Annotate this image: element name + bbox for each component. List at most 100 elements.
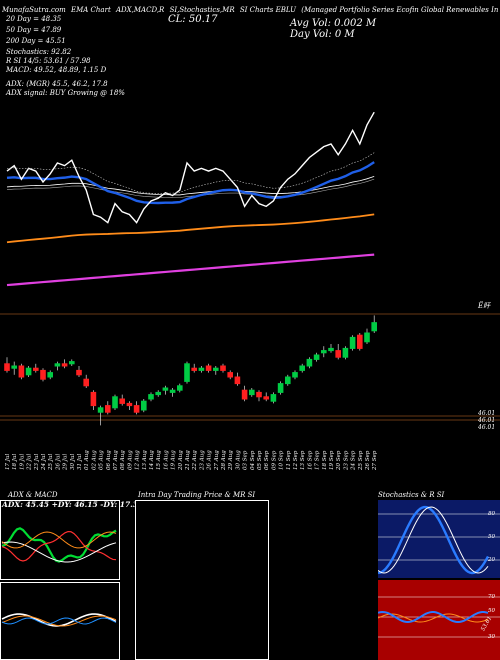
stoch-bg bbox=[378, 500, 500, 578]
avg-volume: Avg Vol: 0.002 M bbox=[290, 18, 377, 29]
right-price-top: Ё旰 bbox=[478, 302, 491, 310]
stoch-level-20: 20 bbox=[488, 557, 495, 563]
candle-body bbox=[83, 378, 90, 387]
candle-body bbox=[33, 367, 39, 371]
candle-body bbox=[371, 322, 377, 332]
rsi-level-30: 30 bbox=[488, 634, 495, 640]
candle-body bbox=[119, 398, 126, 404]
date-label: 11 Sep bbox=[286, 450, 292, 470]
candle-body bbox=[112, 396, 118, 409]
date-label: 27 Sep bbox=[372, 450, 378, 471]
intraday-box bbox=[135, 500, 269, 660]
date-label: 25 Jul bbox=[48, 454, 54, 471]
date-label: 12 Aug bbox=[135, 450, 141, 470]
date-label: 15 Aug bbox=[156, 450, 162, 470]
candle-body bbox=[205, 365, 212, 371]
rsi-level-70: 70 bbox=[488, 594, 495, 600]
adx-signal-label: ADX signal: BUY Growing @ 18% bbox=[6, 89, 125, 97]
candle-body bbox=[270, 394, 277, 402]
adx-box bbox=[0, 500, 120, 580]
date-label: 05 Sep bbox=[257, 450, 263, 470]
intraday-panel-title: Intra Day Trading Price & MR SI bbox=[138, 491, 256, 499]
date-label: 20 Aug bbox=[178, 450, 184, 471]
adx-macd-panel bbox=[0, 500, 120, 660]
date-label: 18 Jul bbox=[12, 454, 18, 470]
header-stoch: SI,Stochastics,MR bbox=[169, 6, 235, 14]
candle-body bbox=[148, 394, 154, 400]
candle-body bbox=[155, 391, 161, 396]
candle-body bbox=[292, 372, 298, 378]
candle-body bbox=[335, 350, 341, 358]
candle-body bbox=[299, 365, 305, 371]
date-label: 04 Sep bbox=[250, 450, 256, 470]
adx-label: ADX: (MGR) 45.5, 46.2, 17.8 bbox=[6, 80, 108, 88]
date-label: 23 Jul bbox=[34, 454, 40, 471]
candle-body bbox=[277, 383, 284, 393]
header-ema: EMA Chart bbox=[71, 6, 111, 14]
candle-body bbox=[256, 391, 262, 398]
candle-body bbox=[249, 389, 255, 396]
date-label: 29 Aug bbox=[228, 450, 234, 471]
date-label: 23 Aug bbox=[199, 450, 205, 471]
candle-body bbox=[234, 376, 241, 385]
candle-body bbox=[285, 376, 291, 385]
candle-body bbox=[177, 385, 183, 391]
date-label: 06 Sep bbox=[264, 450, 270, 470]
header-line: MunafaSutra.com EMA Chart ADX,MACD,R SI,… bbox=[2, 6, 498, 14]
candle-body bbox=[213, 367, 219, 371]
candle-body bbox=[47, 372, 54, 378]
candle-body bbox=[342, 347, 349, 358]
date-label: 24 Jul bbox=[41, 454, 47, 471]
date-label: 09 Sep bbox=[271, 450, 277, 470]
header-symbol: SI Charts EBLU bbox=[239, 6, 297, 14]
date-label: 13 Sep bbox=[300, 450, 306, 470]
date-label: 20 Sep bbox=[336, 450, 342, 471]
candle-body bbox=[357, 334, 363, 349]
candle-body bbox=[69, 361, 75, 365]
date-label: 08 Aug bbox=[120, 450, 126, 470]
header-site: MunafaSutra.com bbox=[2, 6, 66, 14]
rsi-line bbox=[378, 611, 489, 624]
candle-body bbox=[4, 363, 10, 371]
date-label: 25 Sep bbox=[358, 450, 364, 471]
ema20-line bbox=[6, 161, 375, 205]
date-label: 17 Sep bbox=[315, 450, 321, 470]
date-label: 02 Aug bbox=[91, 450, 97, 470]
candle-body bbox=[169, 389, 176, 393]
candle-body bbox=[11, 365, 17, 369]
candle-body bbox=[76, 369, 82, 376]
date-label: 29 Jul bbox=[63, 454, 69, 471]
intraday-panel bbox=[135, 500, 269, 660]
candle-body bbox=[54, 363, 61, 367]
date-label: 16 Sep bbox=[307, 450, 313, 470]
right-level-2: 46.01 bbox=[478, 417, 496, 424]
ema200-line bbox=[6, 213, 375, 244]
candle-body bbox=[162, 387, 169, 391]
candle-body bbox=[241, 389, 248, 400]
date-label: 12 Sep bbox=[293, 450, 299, 470]
adx-panel-title: ADX & MACD bbox=[8, 491, 58, 499]
candle-body bbox=[321, 350, 327, 354]
right-level-3: 46.01 bbox=[478, 424, 496, 431]
macd-signal-line bbox=[1, 615, 117, 627]
candle-body bbox=[97, 407, 104, 413]
candle-body bbox=[191, 367, 197, 371]
stochastics-label: Stochastics: 92.82 bbox=[6, 48, 72, 56]
date-label: 13 Aug bbox=[142, 450, 148, 470]
candle-body bbox=[306, 358, 313, 367]
date-label: 03 Sep bbox=[243, 450, 249, 470]
ema200-label: 200 Day = 45.51 bbox=[6, 37, 66, 45]
adx-values: ADX: 45.45 +DY: 46.15 -DY: 17.31 bbox=[2, 500, 144, 509]
candle-body bbox=[105, 405, 111, 413]
date-label: 19 Sep bbox=[329, 450, 335, 470]
macd-label: MACD: 49.52, 48.89, 1.15 D bbox=[6, 66, 107, 74]
macd-hist-line bbox=[1, 617, 117, 625]
ema50-label: 50 Day = 47.89 bbox=[6, 26, 62, 34]
date-label: 30 Jul bbox=[70, 454, 76, 470]
rsi-bg bbox=[378, 580, 500, 660]
date-label: 17 Jul bbox=[5, 454, 11, 470]
stoch-level-50: 50 bbox=[488, 534, 495, 540]
date-label: 07 Aug bbox=[113, 450, 119, 470]
date-label: 23 Sep bbox=[343, 450, 349, 471]
stoch-rsi-panel bbox=[378, 500, 500, 660]
